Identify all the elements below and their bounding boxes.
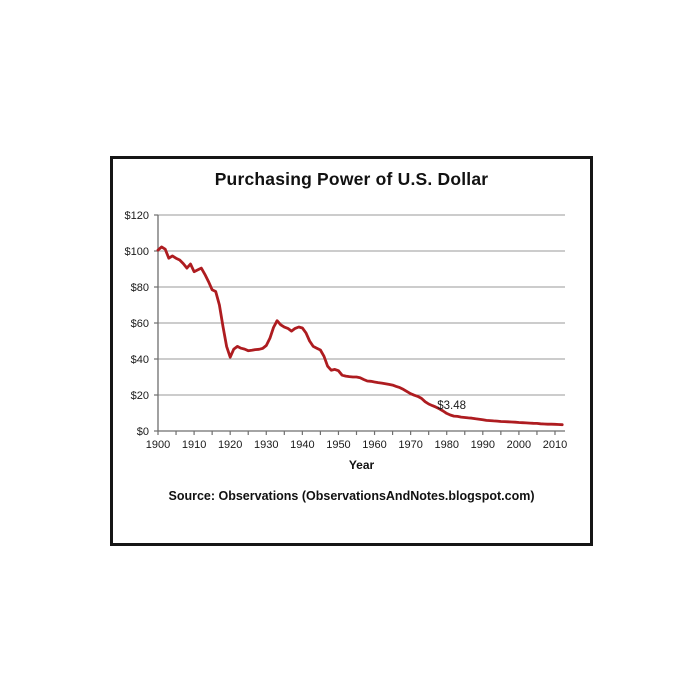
y-tick-label: $0 xyxy=(137,426,149,438)
x-tick-label: 1920 xyxy=(218,439,242,451)
source-note: Source: Observations (ObservationsAndNot… xyxy=(168,489,535,503)
chart-title: Purchasing Power of U.S. Dollar xyxy=(214,169,489,189)
x-tick-label: 1910 xyxy=(182,439,206,451)
x-tick-label: 1950 xyxy=(326,439,350,451)
chart-frame xyxy=(110,156,593,546)
x-tick-label: 1930 xyxy=(254,439,278,451)
x-tick-label: 1960 xyxy=(362,439,386,451)
x-axis-title: Year xyxy=(348,458,375,472)
x-tick-label: 1900 xyxy=(146,439,170,451)
y-tick-label: $60 xyxy=(131,318,149,330)
plot-area: $0 $20 $40 $60 $80 $100 $120 1900 1910 1920 1930 19… xyxy=(125,210,568,451)
x-tick-label: 1990 xyxy=(471,439,495,451)
y-tick-label: $100 xyxy=(125,246,149,258)
data-line xyxy=(156,245,564,427)
x-tick-label: 2000 xyxy=(507,439,531,451)
y-tick-label: $40 xyxy=(131,354,149,366)
y-tick-label: $120 xyxy=(125,210,149,222)
y-tick-label: $80 xyxy=(131,282,149,294)
x-tick-label: 2010 xyxy=(543,439,567,451)
x-tick-label: 1980 xyxy=(434,439,458,451)
x-tick-label: 1970 xyxy=(398,439,422,451)
y-tick-label: $20 xyxy=(131,390,149,402)
x-tick-label: 1940 xyxy=(290,439,314,451)
end-value-label: $3.48 xyxy=(437,400,466,412)
